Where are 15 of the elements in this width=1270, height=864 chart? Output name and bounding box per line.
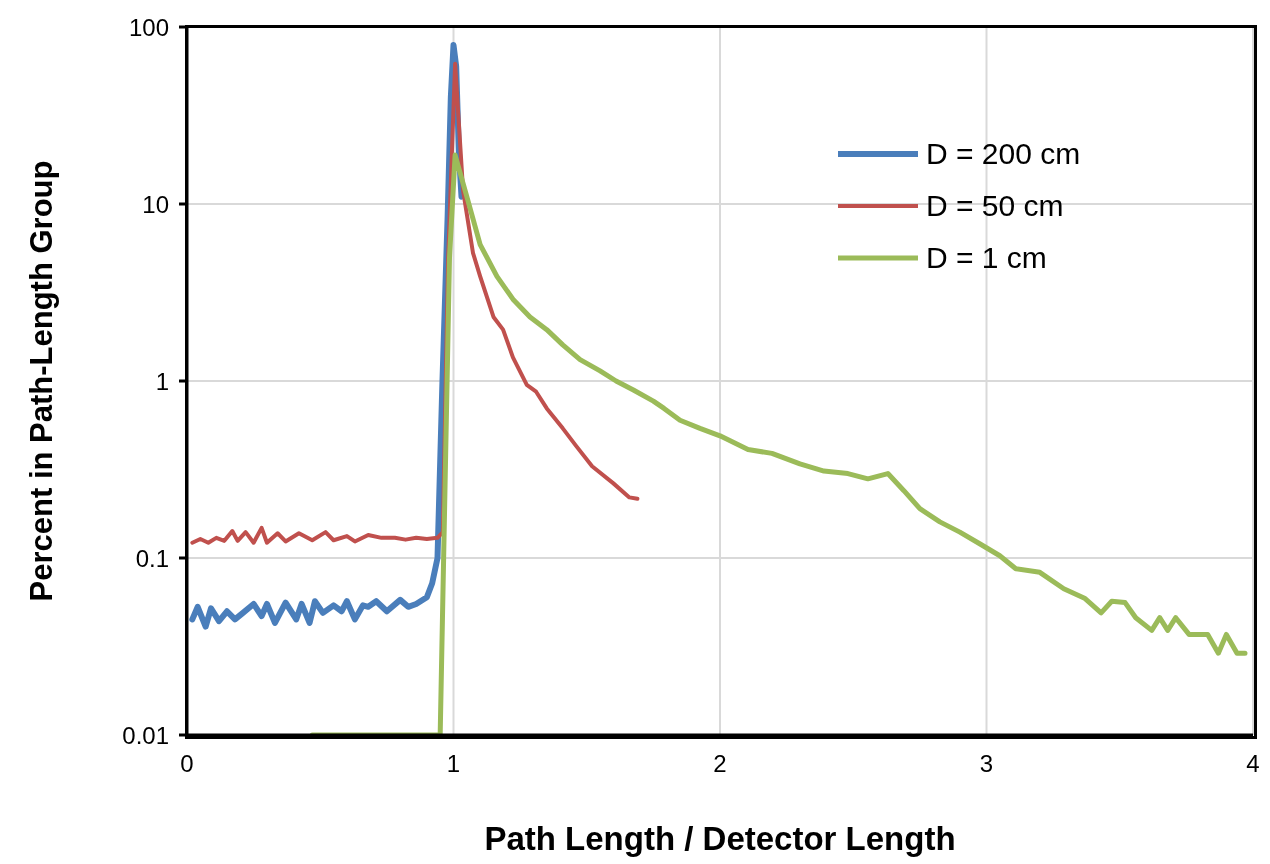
y-tick-label: 100 bbox=[128, 13, 169, 41]
legend-label: D = 1 cm bbox=[926, 241, 1047, 275]
legend-label: D = 200 cm bbox=[926, 137, 1081, 171]
y-tick-label: 10 bbox=[142, 190, 169, 218]
x-tick-label: 1 bbox=[446, 750, 461, 778]
y-tick-label: 0.1 bbox=[135, 544, 169, 572]
x-tick-label: 3 bbox=[979, 750, 994, 778]
y-tick-label: 1 bbox=[155, 367, 169, 395]
x-axis-title: Path Length / Detector Length bbox=[483, 820, 957, 858]
x-tick-label: 4 bbox=[1246, 750, 1260, 778]
legend-label: D = 50 cm bbox=[926, 189, 1064, 223]
x-tick-label: 0 bbox=[180, 750, 194, 778]
x-tick-label: 2 bbox=[713, 750, 727, 778]
y-tick-label: 0.01 bbox=[122, 721, 169, 749]
y-axis-title: Percent in Path-Length Group bbox=[23, 159, 60, 604]
